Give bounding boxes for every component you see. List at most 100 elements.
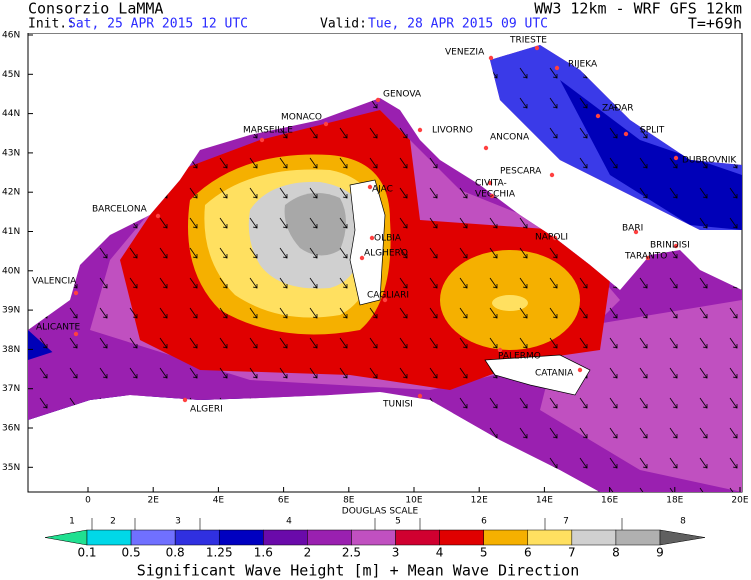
colorbar-caption: Significant Wave Height [m] + Mean Wave … bbox=[137, 562, 580, 580]
colorbar-segment bbox=[174, 529, 220, 546]
island bbox=[349, 179, 386, 306]
colorbar-segment bbox=[351, 529, 396, 546]
city-label: VENEZIA bbox=[445, 48, 485, 58]
colorbar-label: 4 bbox=[436, 546, 444, 560]
city-label: OLBIA bbox=[374, 234, 402, 244]
lon-label: 16E bbox=[601, 496, 618, 506]
colorbar-end bbox=[44, 529, 88, 546]
city-label: BRINDISI bbox=[650, 241, 690, 251]
colorbar-segment bbox=[263, 529, 308, 546]
douglas-label: 2 bbox=[110, 517, 116, 527]
colorbar-label: 8 bbox=[612, 546, 620, 560]
city-label: ANCONA bbox=[490, 133, 530, 143]
city-dot bbox=[359, 255, 365, 261]
city-dot bbox=[673, 243, 679, 249]
island bbox=[484, 354, 591, 396]
city-label: MARSEILLE bbox=[243, 126, 293, 136]
city-label: NAPOLI bbox=[535, 233, 568, 243]
city-dot bbox=[259, 137, 265, 143]
city-dot bbox=[595, 113, 601, 119]
city-dot bbox=[483, 145, 489, 151]
init-label: Init.: bbox=[28, 17, 75, 32]
colorbar-segment bbox=[527, 529, 573, 546]
douglas-label: 7 bbox=[563, 517, 569, 527]
colorbar-label: 3 bbox=[392, 546, 400, 560]
lat-label: 37N bbox=[2, 384, 20, 394]
city-dot bbox=[417, 393, 423, 399]
city-dot bbox=[549, 172, 555, 178]
city-label: TUNISI bbox=[382, 400, 413, 410]
city-label: LIVORNO bbox=[432, 126, 473, 136]
header-model: WW3 12km - WRF GFS 12km bbox=[534, 0, 742, 18]
city-label: ZADAR bbox=[602, 104, 634, 114]
colorbar-label: 1.25 bbox=[206, 546, 233, 560]
city-dot bbox=[73, 290, 79, 296]
city-dot bbox=[489, 193, 495, 199]
city-dot bbox=[623, 131, 629, 137]
lat-label: 35N bbox=[2, 463, 20, 473]
douglas-label: 8 bbox=[680, 517, 686, 527]
colorbar-label: 7 bbox=[568, 546, 576, 560]
lon-label: 10E bbox=[405, 496, 422, 506]
city-label: VALENCIA bbox=[32, 277, 77, 287]
colorbar-label: 0.5 bbox=[122, 546, 141, 560]
lat-label: 38N bbox=[2, 345, 20, 355]
city-dot bbox=[367, 184, 373, 190]
city-label: DUBROVNIK bbox=[682, 156, 737, 166]
city-dot bbox=[552, 235, 558, 241]
city-dot bbox=[375, 97, 381, 103]
city-label: BARCELONA bbox=[92, 205, 148, 215]
city-label: RIJEKA bbox=[568, 60, 598, 70]
header-bg bbox=[0, 0, 751, 33]
douglas-label: 1 bbox=[69, 517, 75, 527]
city-label: CATANIA bbox=[535, 369, 574, 379]
city-dot bbox=[534, 45, 540, 51]
city-dot bbox=[155, 213, 161, 219]
city-label: ALGERI bbox=[190, 405, 223, 415]
city-label: MONACO bbox=[281, 113, 322, 123]
city-label: SPLIT bbox=[640, 126, 665, 136]
colorbar-segment bbox=[307, 529, 352, 546]
city-label: ALICANTE bbox=[36, 323, 80, 333]
lat-label: 46N bbox=[2, 31, 20, 41]
city-label: AJAC bbox=[372, 185, 393, 195]
lon-label: 4E bbox=[213, 496, 225, 506]
lon-label: 12E bbox=[471, 496, 488, 506]
city-label: ALGHERO bbox=[364, 249, 408, 259]
colorbar-end bbox=[659, 529, 706, 546]
city-dot bbox=[673, 155, 679, 161]
colorbar-label: 6 bbox=[524, 546, 532, 560]
lon-label: 18E bbox=[666, 496, 683, 506]
douglas-label: 5 bbox=[395, 517, 401, 527]
lat-label: 40N bbox=[2, 266, 20, 276]
city-label: PALERMO bbox=[498, 352, 541, 362]
city-dot bbox=[645, 255, 651, 261]
colorbar-label: 0.1 bbox=[77, 546, 96, 560]
colorbar-segment bbox=[218, 529, 264, 546]
city-dot bbox=[497, 347, 503, 353]
city-dot bbox=[633, 229, 639, 235]
init-time: Sat, 25 APR 2015 12 UTC bbox=[68, 17, 248, 32]
city-label: TRIESTE bbox=[509, 36, 547, 46]
lat-label: 45N bbox=[2, 70, 20, 80]
city-label: PESCARA bbox=[500, 167, 542, 177]
colorbar-segment bbox=[571, 529, 617, 546]
lon-label: 14E bbox=[536, 496, 553, 506]
lon-label: 8E bbox=[343, 496, 355, 506]
city-dot bbox=[382, 297, 388, 303]
city-dot bbox=[369, 235, 375, 241]
colorbar-label: 1.6 bbox=[254, 546, 273, 560]
colorbar-label: 5 bbox=[480, 546, 488, 560]
douglas-label: 3 bbox=[175, 517, 181, 527]
colorbar-segment bbox=[395, 529, 440, 546]
colorbar-label: 9 bbox=[656, 546, 664, 560]
city-label: GENOVA bbox=[383, 90, 422, 100]
valid-label: Valid: bbox=[320, 17, 367, 32]
douglas-label: 4 bbox=[286, 517, 292, 527]
city-label: BARI bbox=[622, 224, 643, 234]
city-label: CIVITA- bbox=[475, 179, 507, 189]
colorbar-segment bbox=[483, 529, 529, 546]
city-dot bbox=[182, 397, 188, 403]
lon-label: 6E bbox=[278, 496, 290, 506]
